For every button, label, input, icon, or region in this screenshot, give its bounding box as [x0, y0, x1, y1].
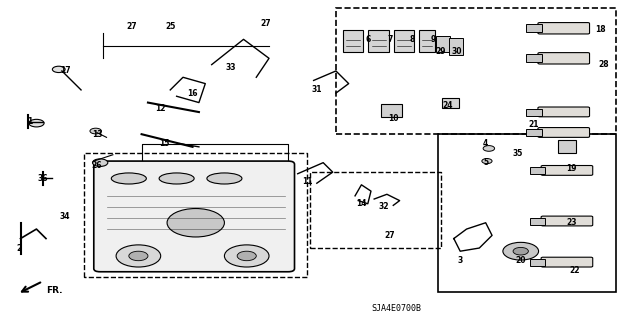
Text: 10: 10 [388, 114, 399, 123]
Text: 4: 4 [483, 139, 488, 148]
FancyBboxPatch shape [541, 166, 593, 175]
Text: 27: 27 [385, 231, 396, 240]
Circle shape [237, 251, 256, 261]
Text: 2: 2 [17, 243, 22, 253]
Bar [310, 172, 441, 248]
Text: 26: 26 [92, 161, 102, 170]
Circle shape [513, 248, 529, 255]
Text: 27: 27 [127, 22, 138, 31]
Text: SJA4E0700B: SJA4E0700B [371, 304, 422, 313]
Circle shape [52, 66, 65, 72]
Text: 29: 29 [436, 48, 446, 56]
Ellipse shape [207, 173, 242, 184]
FancyBboxPatch shape [541, 257, 593, 267]
Text: 15: 15 [159, 139, 169, 148]
Text: 9: 9 [431, 35, 436, 44]
FancyBboxPatch shape [419, 30, 435, 52]
Circle shape [167, 209, 225, 237]
Text: 27: 27 [260, 19, 271, 28]
Text: 30: 30 [452, 48, 462, 56]
FancyBboxPatch shape [541, 216, 593, 226]
FancyBboxPatch shape [538, 53, 589, 64]
Circle shape [483, 145, 495, 151]
FancyBboxPatch shape [558, 140, 575, 153]
FancyBboxPatch shape [343, 30, 364, 52]
Text: 32: 32 [378, 203, 389, 211]
Text: 31: 31 [312, 85, 322, 94]
Text: FR.: FR. [46, 286, 63, 295]
Text: 8: 8 [410, 35, 415, 44]
Text: 23: 23 [566, 218, 577, 227]
Text: 21: 21 [528, 120, 539, 129]
Text: 28: 28 [598, 60, 609, 69]
Text: 6: 6 [365, 35, 371, 44]
FancyBboxPatch shape [381, 104, 401, 117]
FancyBboxPatch shape [530, 218, 545, 225]
Text: 14: 14 [356, 199, 367, 208]
Text: 20: 20 [515, 256, 526, 265]
FancyBboxPatch shape [442, 98, 459, 108]
FancyBboxPatch shape [530, 167, 545, 174]
FancyBboxPatch shape [527, 24, 541, 33]
Bar [336, 8, 616, 134]
Text: 22: 22 [570, 266, 580, 275]
Ellipse shape [111, 173, 147, 184]
FancyBboxPatch shape [530, 259, 545, 266]
Text: 18: 18 [595, 25, 605, 34]
Circle shape [29, 119, 44, 127]
FancyBboxPatch shape [394, 30, 414, 52]
Circle shape [90, 128, 101, 134]
Text: 13: 13 [92, 130, 102, 139]
Text: 7: 7 [387, 35, 393, 44]
Text: 25: 25 [165, 22, 175, 31]
FancyBboxPatch shape [538, 128, 589, 137]
Circle shape [116, 245, 161, 267]
FancyBboxPatch shape [449, 38, 463, 55]
Text: 12: 12 [156, 104, 166, 113]
Text: 34: 34 [60, 212, 70, 221]
FancyBboxPatch shape [538, 107, 589, 117]
Text: 11: 11 [302, 177, 312, 186]
Circle shape [503, 242, 539, 260]
Circle shape [93, 159, 108, 167]
FancyBboxPatch shape [436, 36, 450, 52]
Text: 1: 1 [28, 117, 33, 126]
Text: 17: 17 [60, 66, 70, 76]
Circle shape [129, 251, 148, 261]
Text: 3: 3 [458, 256, 463, 265]
FancyBboxPatch shape [527, 108, 541, 115]
Text: 35: 35 [513, 149, 523, 158]
FancyBboxPatch shape [527, 129, 541, 136]
FancyBboxPatch shape [94, 161, 294, 272]
FancyBboxPatch shape [369, 30, 389, 52]
Text: 36: 36 [38, 174, 48, 183]
Ellipse shape [159, 173, 194, 184]
FancyBboxPatch shape [527, 54, 541, 63]
Text: 5: 5 [483, 158, 488, 167]
Circle shape [482, 159, 492, 164]
Text: 19: 19 [566, 165, 577, 174]
Text: 33: 33 [225, 63, 236, 72]
Text: 16: 16 [188, 89, 198, 98]
Circle shape [225, 245, 269, 267]
Text: 24: 24 [442, 101, 452, 110]
FancyBboxPatch shape [538, 23, 589, 34]
Bar [438, 134, 616, 292]
